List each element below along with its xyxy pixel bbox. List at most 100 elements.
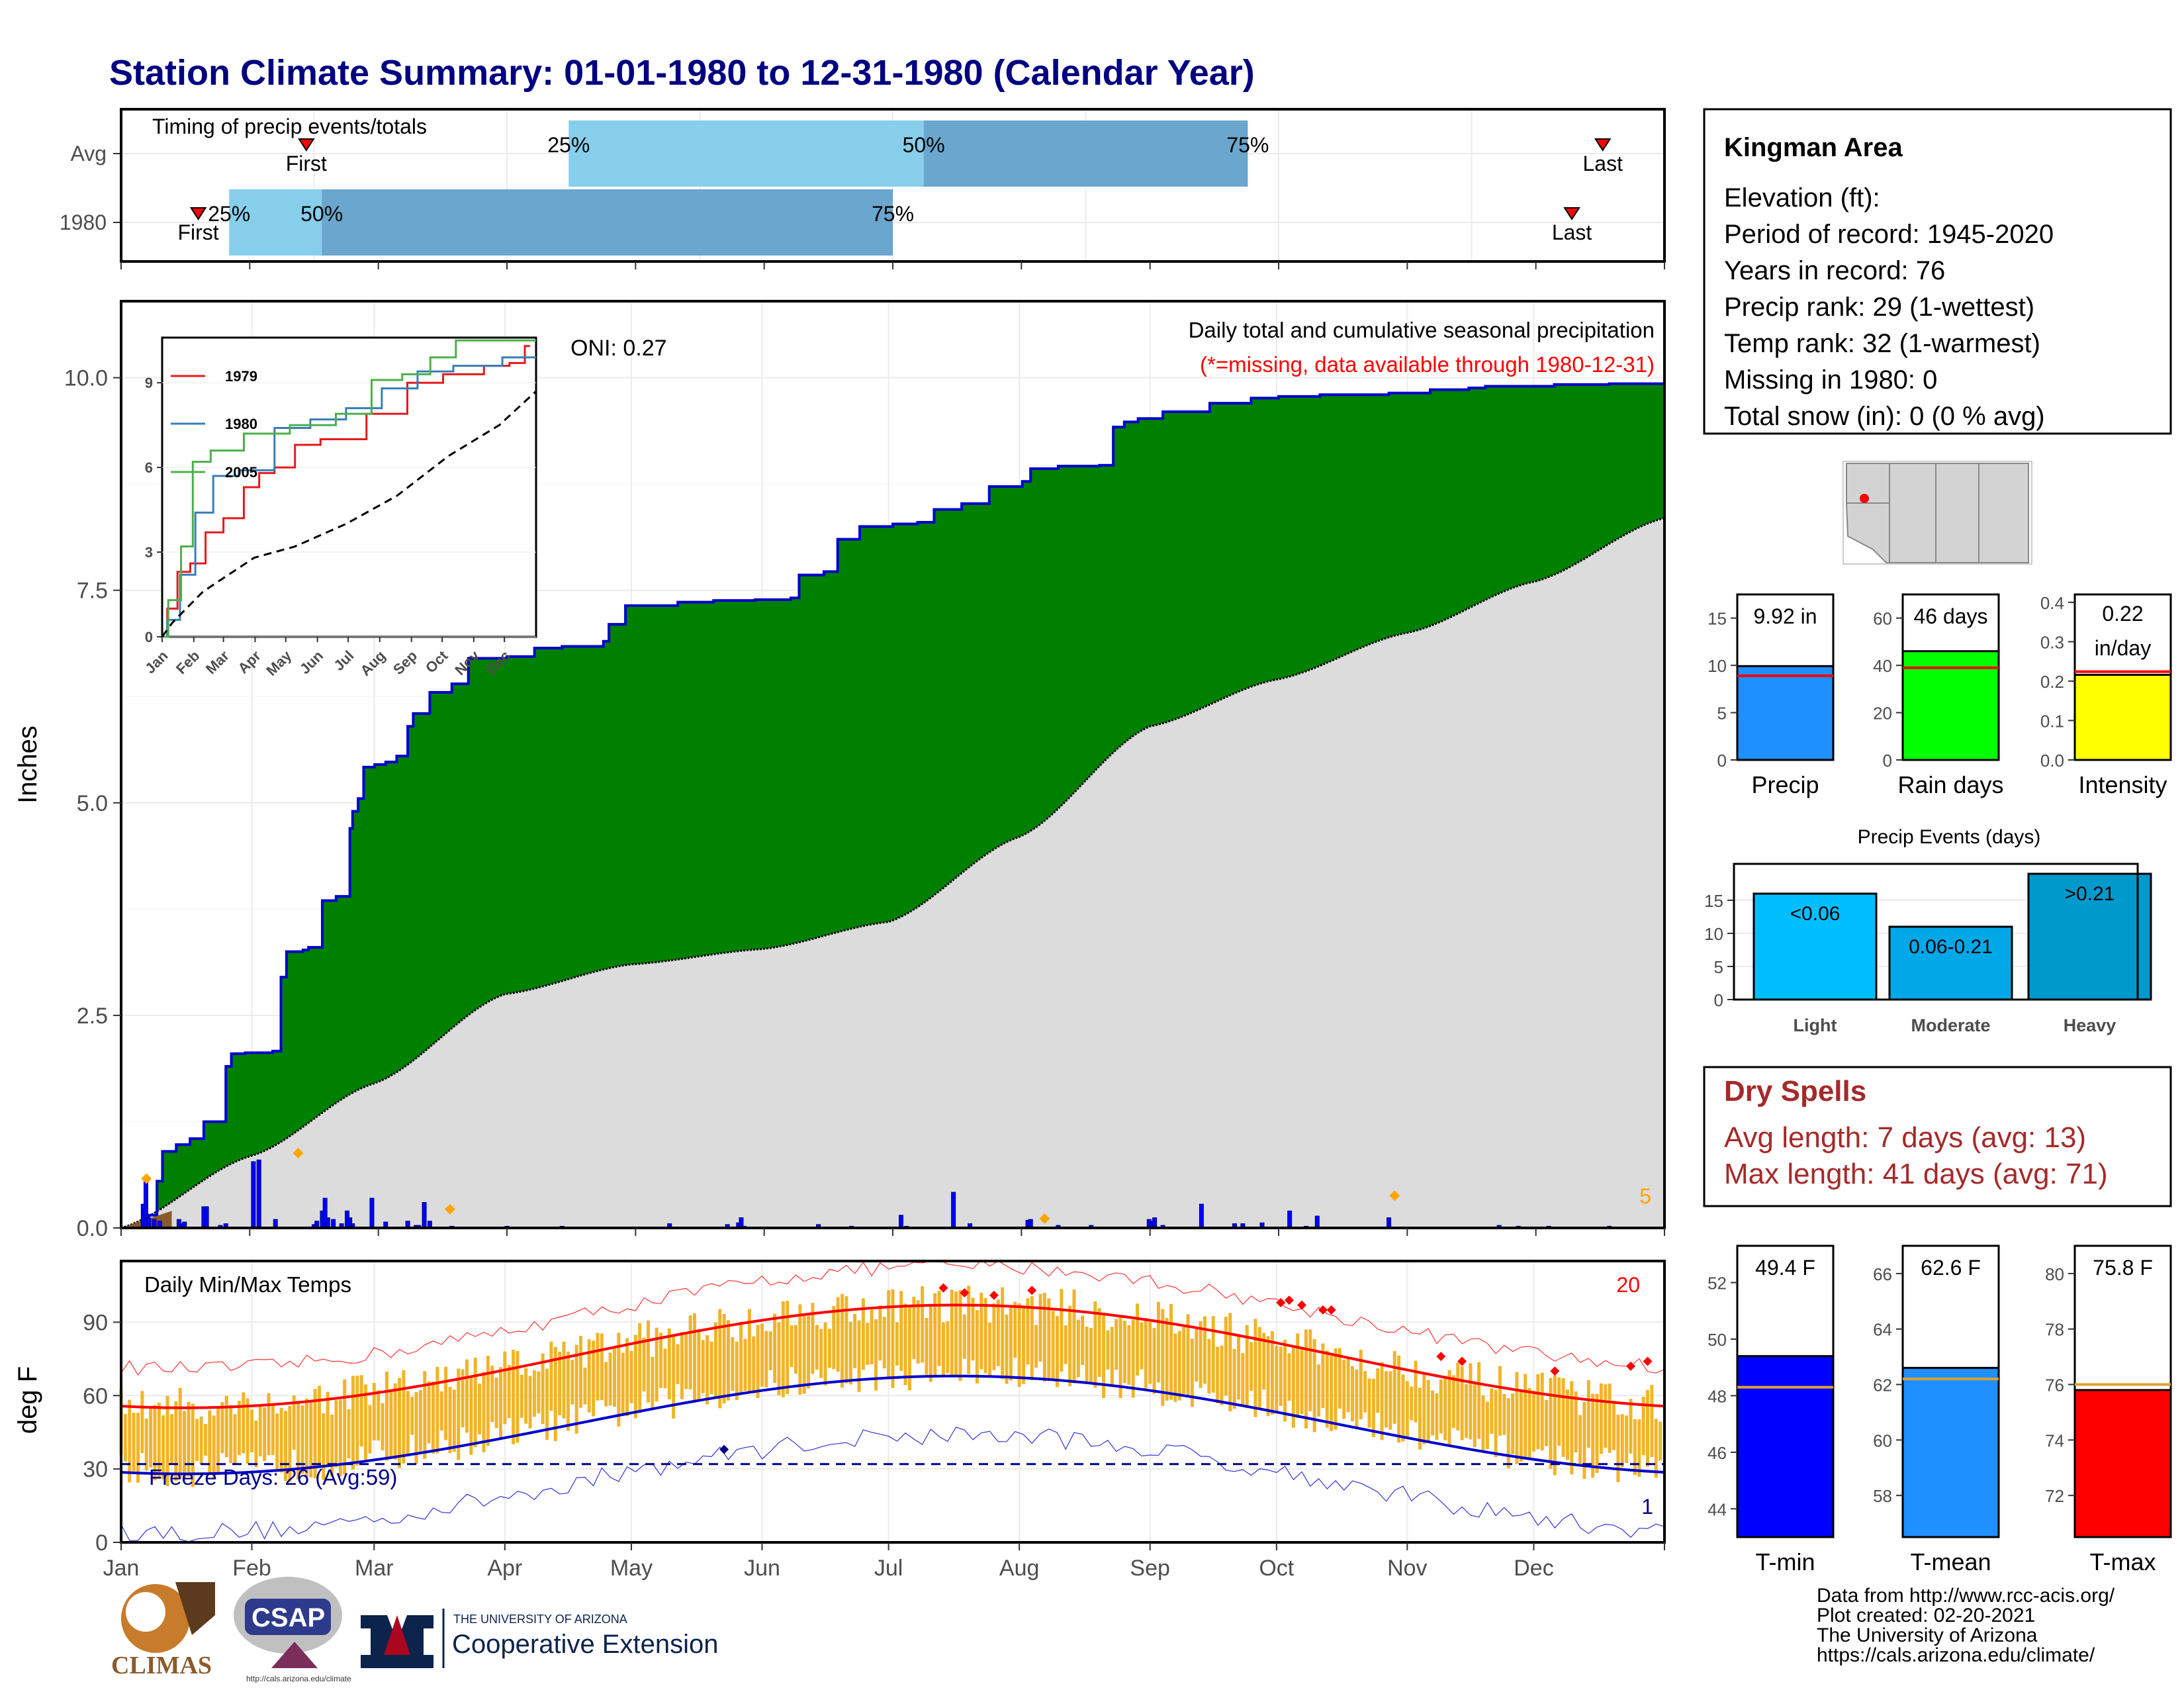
daily-precip-bar bbox=[1387, 1217, 1392, 1229]
daily-temp-bar bbox=[1418, 1387, 1422, 1450]
daily-temp-bar bbox=[275, 1413, 279, 1472]
events-y-tick-label: 15 bbox=[1704, 891, 1723, 911]
daily-temp-bar bbox=[1502, 1393, 1506, 1435]
daily-temp-bar bbox=[1659, 1421, 1662, 1461]
events-y-tick-label: 5 bbox=[1714, 957, 1723, 977]
daily-temp-bar bbox=[1068, 1305, 1072, 1387]
daily-temp-bar bbox=[153, 1405, 157, 1481]
mini-bar-value: 0.22 bbox=[2102, 602, 2143, 626]
daily-temp-bar bbox=[735, 1341, 739, 1401]
daily-temp-bar bbox=[381, 1403, 385, 1450]
station-name: Kingman Area bbox=[1724, 133, 1903, 162]
daily-temp-bar bbox=[1629, 1399, 1633, 1454]
cumulative-excess-area bbox=[121, 383, 1664, 1228]
daily-temp-bar bbox=[1312, 1338, 1316, 1432]
daily-temp-bar bbox=[1270, 1331, 1274, 1415]
daily-temp-bar bbox=[183, 1411, 187, 1480]
daily-temp-bar bbox=[819, 1329, 823, 1378]
daily-temp-bar bbox=[1637, 1419, 1641, 1477]
daily-temp-bar bbox=[907, 1306, 911, 1391]
daily-temp-bar bbox=[414, 1391, 418, 1464]
mini-bar-fill bbox=[2073, 1389, 2172, 1538]
daily-temp-bar bbox=[1612, 1401, 1616, 1450]
daily-temp-bar bbox=[996, 1299, 1000, 1366]
record-high-marker bbox=[1284, 1295, 1294, 1305]
daily-temp-bar bbox=[1376, 1368, 1380, 1413]
daily-temp-bar bbox=[768, 1331, 772, 1371]
daily-temp-bar bbox=[929, 1305, 933, 1382]
daily-temp-bar bbox=[364, 1384, 368, 1460]
month-tick-label: Oct bbox=[1259, 1556, 1294, 1581]
daily-temp-bar bbox=[659, 1333, 663, 1388]
mini-bar-label: Intensity bbox=[2078, 771, 2167, 798]
daily-temp-bar bbox=[1122, 1321, 1126, 1383]
month-tick-label: Mar bbox=[355, 1556, 394, 1581]
daily-temp-bar bbox=[448, 1387, 452, 1454]
daily-temp-bar bbox=[975, 1310, 979, 1383]
daily-temp-bar bbox=[794, 1325, 797, 1374]
daily-temp-bar bbox=[1216, 1346, 1220, 1403]
daily-temp-bar bbox=[1388, 1371, 1392, 1430]
daily-temp-bar bbox=[195, 1419, 199, 1462]
timing-first-marker bbox=[189, 207, 207, 220]
daily-temp-bar bbox=[1076, 1319, 1080, 1378]
precip-summary-bars: 0 5 10 15 Precip 9.92 in 0 20 40 60 Rain days 46 da… bbox=[1707, 593, 2172, 798]
daily-temp-bar bbox=[983, 1297, 987, 1374]
daily-temp-bar bbox=[596, 1333, 600, 1401]
daily-temp-bar bbox=[1064, 1325, 1068, 1364]
mini-bar-y-tick-label: 0.2 bbox=[2040, 672, 2064, 692]
daily-temp-bar bbox=[541, 1353, 545, 1425]
daily-temp-bar bbox=[667, 1328, 671, 1399]
daily-temp-bar bbox=[705, 1335, 709, 1405]
daily-temp-bar bbox=[1511, 1393, 1515, 1454]
daily-temp-bar bbox=[1401, 1374, 1405, 1442]
daily-temp-bar bbox=[1253, 1319, 1257, 1417]
timing-first-label: First bbox=[286, 152, 327, 175]
daily-temp-bar bbox=[832, 1306, 836, 1370]
daily-temp-bar bbox=[870, 1309, 874, 1364]
daily-temp-bar bbox=[713, 1322, 717, 1399]
daily-temp-bar bbox=[1414, 1360, 1418, 1423]
daily-temp-bar bbox=[1397, 1355, 1401, 1443]
daily-temp-bar bbox=[267, 1393, 271, 1456]
mini-bar-y-tick-label: 58 bbox=[1873, 1486, 1892, 1506]
daily-temp-bar bbox=[1422, 1372, 1426, 1444]
events-frame bbox=[1733, 863, 2139, 1001]
inset-legend-label: 1979 bbox=[225, 368, 257, 385]
daily-temp-bar bbox=[1557, 1377, 1561, 1446]
daily-temp-bar bbox=[1561, 1378, 1565, 1457]
event-category-label: Moderate bbox=[1911, 1015, 1990, 1035]
record-high-marker bbox=[1318, 1305, 1328, 1315]
mini-bar-y-tick-label: 74 bbox=[2045, 1430, 2064, 1450]
daily-temp-bar bbox=[398, 1378, 402, 1468]
daily-temp-bar bbox=[1051, 1311, 1055, 1381]
daily-temp-bar bbox=[498, 1367, 502, 1438]
daily-temp-bar bbox=[971, 1297, 975, 1361]
inset-series-1979 bbox=[162, 345, 530, 638]
daily-temp-bar bbox=[1081, 1315, 1085, 1366]
daily-temp-bar bbox=[1342, 1359, 1346, 1419]
daily-temp-bar bbox=[545, 1368, 549, 1440]
daily-temp-bar bbox=[1136, 1303, 1140, 1376]
daily-temp-bar bbox=[1236, 1335, 1240, 1400]
daily-temp-bar bbox=[149, 1407, 153, 1468]
daily-temp-bar bbox=[1599, 1383, 1603, 1454]
daily-temp-bar bbox=[1165, 1317, 1169, 1401]
precip-events-chart: Precip Events (days) 0 5 10 15 <0.06 Light 0.06… bbox=[1704, 826, 2152, 1035]
month-tick-label: May bbox=[610, 1556, 653, 1581]
daily-temp-bar bbox=[1177, 1331, 1181, 1401]
daily-temp-bar bbox=[802, 1313, 806, 1394]
daily-temp-bar bbox=[933, 1293, 937, 1378]
daily-temp-bar bbox=[520, 1374, 523, 1418]
timing-bar-50-75 bbox=[322, 189, 893, 256]
daily-precip-bar bbox=[251, 1161, 256, 1229]
daily-temp-bar bbox=[1574, 1391, 1578, 1453]
month-tick-label: Feb bbox=[232, 1556, 271, 1581]
event-category-label: Heavy bbox=[2064, 1015, 2116, 1035]
daily-temp-bar bbox=[1228, 1313, 1232, 1412]
daily-temp-bar bbox=[423, 1371, 427, 1459]
daily-temp-bar bbox=[1060, 1289, 1064, 1372]
daily-temp-bar bbox=[313, 1389, 317, 1478]
daily-temp-bar bbox=[473, 1357, 477, 1448]
daily-temp-bar bbox=[452, 1389, 456, 1452]
